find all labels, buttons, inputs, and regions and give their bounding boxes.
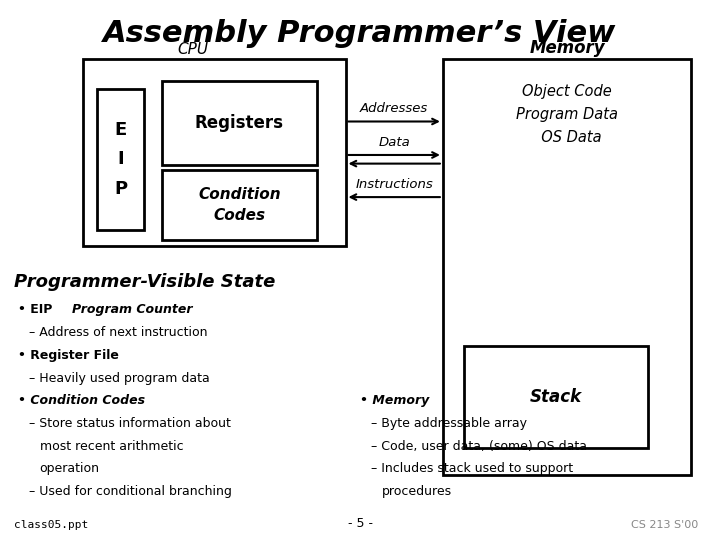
Text: Stack: Stack [530, 388, 582, 406]
Text: Data: Data [378, 136, 410, 148]
Text: • Register File: • Register File [18, 349, 119, 362]
Text: Object Code
Program Data
  OS Data: Object Code Program Data OS Data [516, 84, 618, 145]
Text: Assembly Programmer’s View: Assembly Programmer’s View [104, 19, 616, 48]
Text: • EIP: • EIP [18, 303, 53, 316]
Text: – Used for conditional branching: – Used for conditional branching [29, 485, 232, 498]
Text: Condition
Codes: Condition Codes [198, 187, 281, 223]
Bar [443, 59, 691, 475]
Text: CS 213 S'00: CS 213 S'00 [631, 520, 698, 530]
Text: • Memory: • Memory [360, 394, 429, 407]
Text: – Byte addressable array: – Byte addressable array [371, 417, 527, 430]
Text: – Code, user data, (some) OS data: – Code, user data, (some) OS data [371, 440, 587, 453]
Text: procedures: procedures [382, 485, 451, 498]
Text: – Includes stack used to support: – Includes stack used to support [371, 462, 573, 475]
Text: - 5 -: - 5 - [348, 517, 372, 530]
Bar [97, 89, 144, 230]
Bar [162, 170, 317, 240]
Text: Addresses: Addresses [360, 102, 428, 115]
Text: – Address of next instruction: – Address of next instruction [29, 326, 207, 339]
Text: • Condition Codes: • Condition Codes [18, 394, 145, 407]
Text: – Heavily used program data: – Heavily used program data [29, 372, 210, 384]
Text: most recent arithmetic: most recent arithmetic [40, 440, 183, 453]
Text: E
I
P: E I P [114, 121, 127, 198]
Bar [464, 346, 648, 448]
Text: – Store status information about: – Store status information about [29, 417, 230, 430]
Text: Program Counter: Program Counter [72, 303, 192, 316]
Text: Registers: Registers [195, 114, 284, 132]
Bar [83, 59, 346, 246]
Text: class05.ppt: class05.ppt [14, 520, 89, 530]
Bar [162, 81, 317, 165]
Text: Memory: Memory [529, 39, 605, 57]
Text: operation: operation [40, 462, 99, 475]
Text: CPU: CPU [178, 42, 209, 57]
Text: Programmer-Visible State: Programmer-Visible State [14, 273, 276, 291]
Text: Instructions: Instructions [356, 178, 433, 191]
